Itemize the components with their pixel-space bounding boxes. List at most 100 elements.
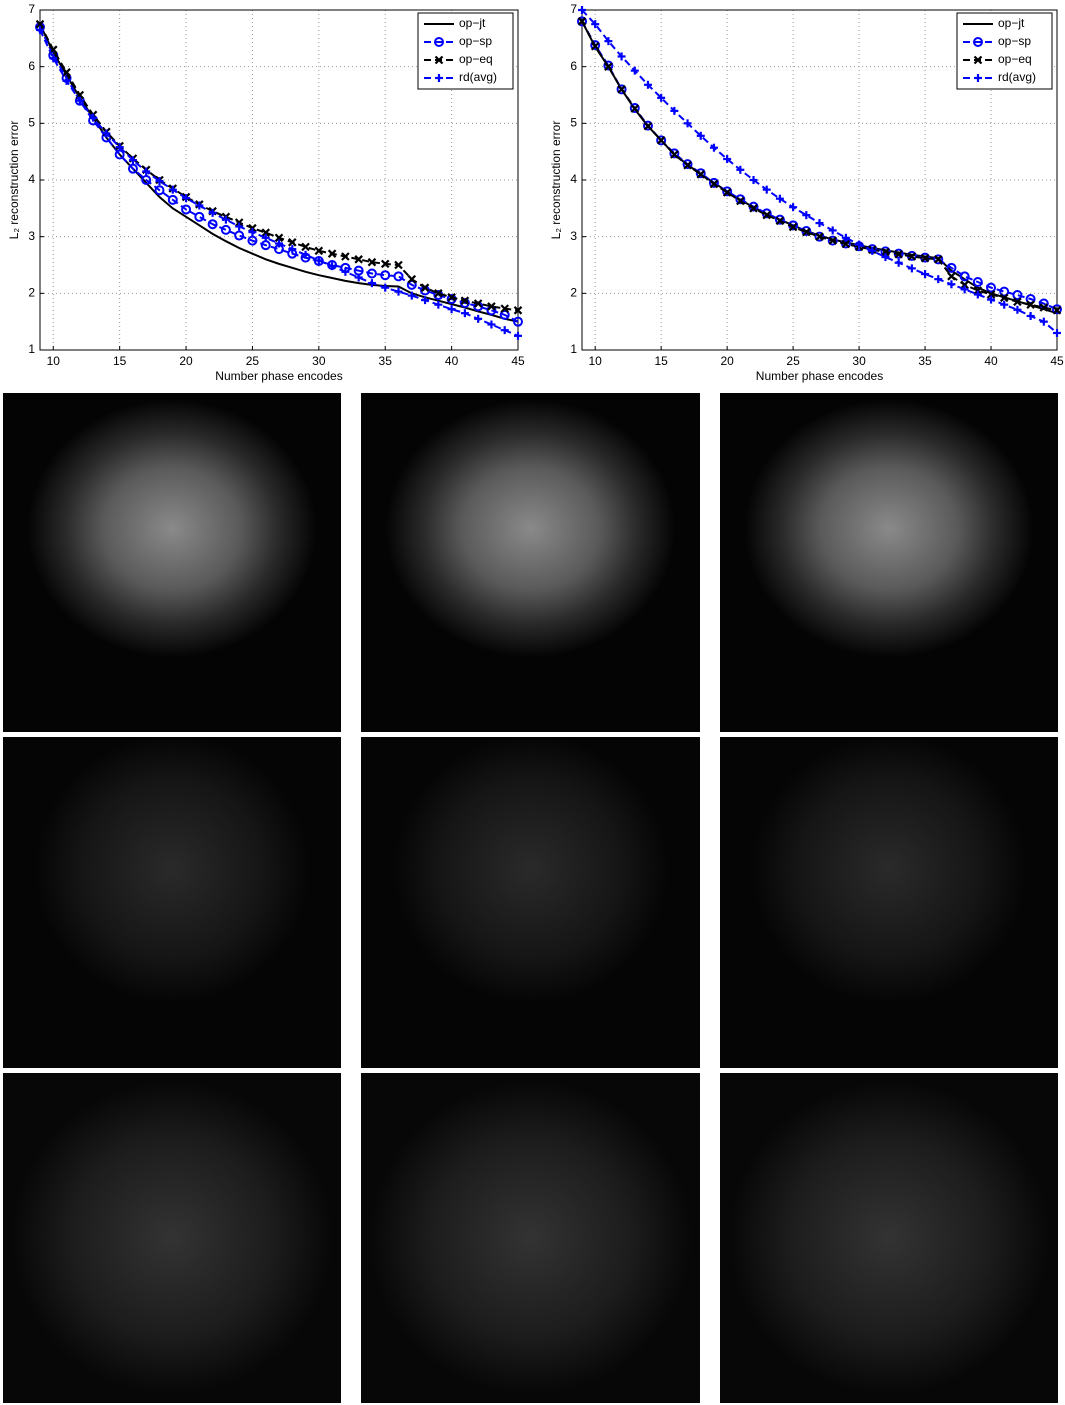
- marker: [207, 219, 218, 230]
- marker-stroke: [407, 274, 417, 284]
- marker-stroke: [301, 242, 310, 252]
- marker: [604, 62, 613, 71]
- x-tick-label: 35: [918, 354, 932, 368]
- marker: [500, 326, 509, 335]
- marker: [407, 291, 416, 300]
- marker: [855, 240, 864, 249]
- marker: [696, 170, 706, 179]
- marker: [487, 320, 496, 329]
- marker-stroke: [683, 160, 692, 170]
- marker: [709, 179, 719, 189]
- legend-label: rd(avg): [459, 70, 497, 84]
- marker: [381, 283, 390, 292]
- marker-stroke: [894, 249, 903, 259]
- x-tick-label: 20: [179, 354, 193, 368]
- marker-stroke: [999, 293, 1009, 303]
- marker: [182, 194, 191, 203]
- marker: [696, 131, 705, 140]
- legend-label: op−sp: [459, 34, 492, 48]
- marker: [195, 201, 204, 210]
- marker: [775, 216, 785, 226]
- marker-stroke: [327, 249, 337, 258]
- marker: [749, 204, 758, 213]
- marker: [616, 84, 627, 95]
- marker: [341, 267, 350, 276]
- marker: [447, 293, 456, 302]
- legend-box: [956, 12, 1053, 90]
- marker-stroke: [736, 196, 745, 206]
- marker-stroke: [434, 55, 444, 65]
- marker: [393, 271, 404, 282]
- marker: [208, 208, 217, 217]
- marker: [128, 156, 137, 165]
- marker: [1039, 317, 1048, 326]
- marker: [669, 148, 680, 159]
- marker-stroke: [815, 232, 824, 241]
- marker-stroke: [487, 302, 496, 311]
- marker: [946, 262, 957, 273]
- marker-stroke: [656, 136, 666, 145]
- y-tick-label: 1: [570, 342, 577, 356]
- marker-stroke: [973, 55, 983, 65]
- marker: [683, 119, 692, 128]
- image: [720, 1073, 1058, 1403]
- marker: [578, 6, 586, 14]
- marker: [261, 233, 270, 242]
- marker-stroke: [590, 41, 600, 51]
- y-tick-label: 6: [570, 59, 577, 73]
- marker: [221, 215, 230, 224]
- marker: [167, 194, 178, 205]
- marker: [775, 194, 784, 203]
- marker: [881, 253, 890, 262]
- marker: [774, 214, 785, 225]
- marker: [947, 280, 956, 289]
- marker-stroke: [1026, 300, 1035, 309]
- marker: [709, 143, 718, 152]
- marker: [75, 96, 84, 105]
- marker: [577, 16, 587, 27]
- marker: [487, 302, 496, 311]
- marker: [314, 256, 323, 265]
- marker: [590, 40, 601, 51]
- marker: [762, 185, 771, 194]
- marker: [194, 211, 205, 222]
- y-tick-label: 7: [570, 2, 577, 16]
- marker: [447, 305, 456, 314]
- marker: [406, 279, 417, 290]
- marker: [420, 283, 430, 292]
- marker: [102, 129, 111, 138]
- marker: [722, 188, 732, 197]
- marker: [154, 185, 165, 196]
- x-tick-label: 40: [445, 354, 459, 368]
- marker-stroke: [261, 228, 271, 237]
- marker: [802, 227, 811, 237]
- x-tick-label: 45: [1050, 354, 1064, 368]
- marker: [1026, 300, 1035, 309]
- marker-stroke: [802, 227, 811, 237]
- x-tick-label: 20: [720, 354, 734, 368]
- marker: [670, 150, 679, 159]
- marker: [907, 252, 917, 261]
- y-tick-label: 2: [28, 286, 35, 300]
- marker: [460, 296, 470, 305]
- marker: [789, 203, 798, 212]
- marker: [999, 286, 1010, 297]
- x-tick-label: 15: [654, 354, 668, 368]
- marker: [115, 143, 124, 152]
- marker: [36, 25, 44, 34]
- marker: [434, 37, 444, 47]
- marker: [1013, 305, 1022, 314]
- marker: [421, 296, 430, 305]
- marker: [62, 68, 71, 77]
- y-tick-label: 4: [570, 172, 577, 186]
- marker-stroke: [354, 255, 363, 264]
- y-tick-label: 5: [570, 116, 577, 130]
- x-tick-label: 30: [852, 354, 866, 368]
- marker: [591, 20, 600, 29]
- marker: [314, 246, 324, 256]
- axes-frame: [39, 9, 519, 351]
- marker: [987, 295, 996, 304]
- y-axis-label: L₂ reconstruction error: [549, 121, 563, 240]
- marker: [514, 331, 522, 340]
